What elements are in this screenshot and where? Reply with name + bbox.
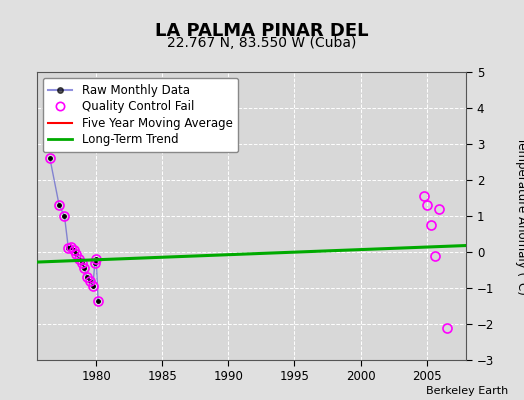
Text: Berkeley Earth: Berkeley Earth (426, 386, 508, 396)
Y-axis label: Temperature Anomaly (°C): Temperature Anomaly (°C) (515, 137, 524, 295)
Text: LA PALMA PINAR DEL: LA PALMA PINAR DEL (155, 22, 369, 40)
Legend: Raw Monthly Data, Quality Control Fail, Five Year Moving Average, Long-Term Tren: Raw Monthly Data, Quality Control Fail, … (42, 78, 238, 152)
Text: 22.767 N, 83.550 W (Cuba): 22.767 N, 83.550 W (Cuba) (167, 36, 357, 50)
